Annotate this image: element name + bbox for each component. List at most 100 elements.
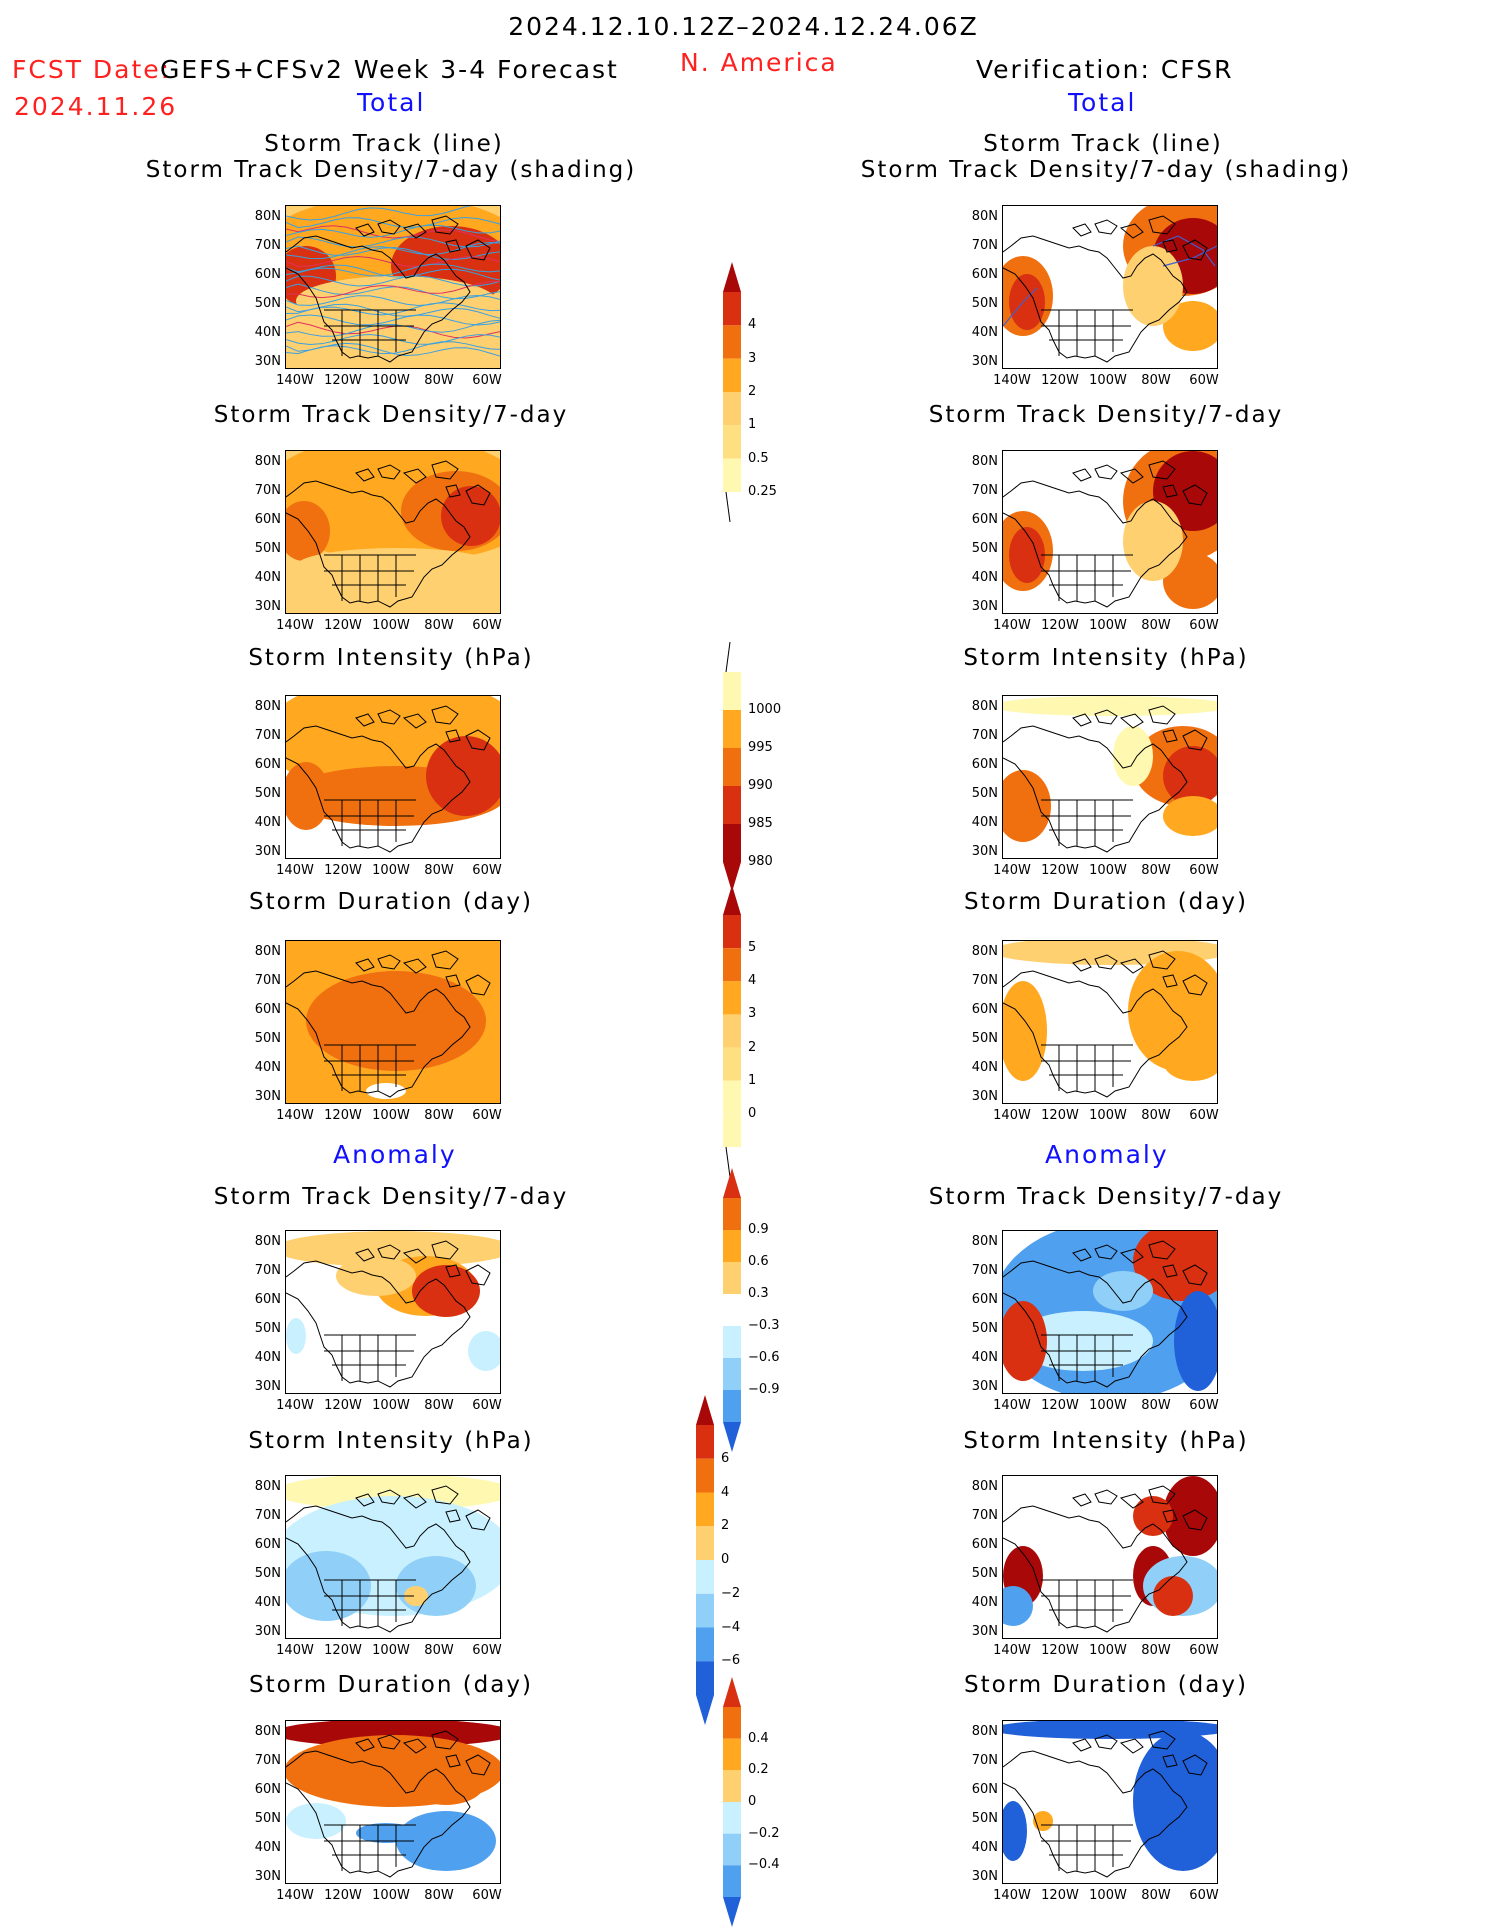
colorbar-segment (723, 425, 741, 459)
shading-region (468, 1331, 500, 1371)
lat-tick-label: 80N (971, 1234, 998, 1249)
island-outline (355, 958, 375, 972)
colorbar-segment (723, 824, 741, 862)
island-outline (1094, 1244, 1118, 1260)
colorbar-segment (723, 748, 741, 786)
lat-tick-label: 30N (254, 1379, 281, 1394)
state-borders (1041, 1044, 1133, 1091)
shading-region (1123, 501, 1183, 581)
lon-tick-label: 100W (1089, 373, 1127, 388)
lat-tick-label: 60N (254, 1537, 281, 1552)
lat-tick-label: 40N (254, 570, 281, 585)
lon-tick-label: 120W (1041, 1108, 1079, 1123)
colorbar-arrow-top (723, 1168, 741, 1198)
lon-tick-label: 80W (1141, 618, 1171, 633)
lat-tick-label: 80N (254, 454, 281, 469)
island-outline (1148, 950, 1176, 970)
lat-tick-label: 80N (254, 699, 281, 714)
island-outline (1162, 239, 1178, 253)
island-outline (465, 1509, 491, 1531)
island-outline (355, 713, 375, 727)
shading-region (406, 1757, 486, 1805)
island-outline (1119, 958, 1144, 974)
lat-tick-label: 70N (254, 728, 281, 743)
lat-tick-label: 30N (254, 1869, 281, 1884)
title-track-line-left: Storm Track (line) (264, 131, 504, 157)
map-canvas (286, 941, 500, 1103)
map-canvas (1003, 1721, 1217, 1883)
lat-tick-label: 80N (971, 209, 998, 224)
coastline (1003, 235, 1188, 363)
island-outline (1072, 1493, 1092, 1507)
island-outline (1148, 215, 1176, 235)
lon-tick-label: 60W (472, 1108, 502, 1123)
island-outline (377, 1244, 401, 1260)
island-outline (1148, 1730, 1176, 1750)
colorbar-segment (723, 1738, 741, 1771)
island-outline (1094, 1734, 1118, 1750)
lon-tick-label: 140W (993, 863, 1031, 878)
colorbar-arrow-top (723, 885, 741, 915)
title-intensity-anom-left: Storm Intensity (hPa) (248, 1428, 534, 1454)
lat-tick-label: 70N (254, 973, 281, 988)
lat-tick-label: 30N (254, 844, 281, 859)
island-outline (377, 1734, 401, 1750)
colorbar-canvas (723, 641, 741, 892)
lon-tick-label: 120W (324, 1643, 362, 1658)
island-outline (1119, 1493, 1144, 1509)
map-frame (285, 1475, 501, 1639)
lat-tick-label: 40N (971, 815, 998, 830)
title-intensity-right: Storm Intensity (hPa) (963, 645, 1249, 671)
lon-tick-label: 60W (1189, 1398, 1219, 1413)
title-duration-left: Storm Duration (day) (249, 889, 533, 915)
shading-region (396, 1556, 476, 1616)
lat-tick-label: 50N (971, 1811, 998, 1826)
state-borders (1041, 1334, 1133, 1381)
lon-tick-label: 100W (1089, 1398, 1127, 1413)
lat-tick-label: 80N (971, 1479, 998, 1494)
island-outline (1148, 1485, 1176, 1505)
shading-region (1009, 274, 1045, 330)
colorbar-label: 2 (721, 1518, 730, 1534)
lat-tick-label: 70N (254, 238, 281, 253)
island-outline (1072, 958, 1092, 972)
coastline (1003, 1260, 1188, 1388)
colorbar-segment (696, 1492, 714, 1527)
colorbar-segment (723, 1358, 741, 1390)
island-outline (1148, 1240, 1176, 1260)
storm-track-line (286, 216, 500, 228)
colorbar-segment (696, 1627, 714, 1662)
storm-track-line (286, 225, 500, 243)
lat-tick-label: 40N (971, 1060, 998, 1075)
island-outline (355, 468, 375, 482)
lat-tick-label: 50N (254, 1321, 281, 1336)
lat-tick-label: 70N (971, 973, 998, 988)
map-canvas (286, 1721, 500, 1883)
colorbar-duration-total: 5 4 3 2 1 0 (722, 885, 756, 1181)
shading-region (1003, 1301, 1047, 1381)
state-borders (324, 1824, 416, 1871)
colorbar-label: 5 (748, 940, 757, 956)
island-outline (1162, 1754, 1178, 1768)
colorbar-segment (723, 292, 741, 326)
lat-tick-label: 50N (971, 1031, 998, 1046)
colorbar-label: 985 (748, 816, 773, 831)
storm-track-line (286, 245, 500, 261)
lon-tick-label: 80W (424, 373, 454, 388)
map-frame (1002, 940, 1218, 1104)
shading-region (1003, 696, 1217, 716)
lat-tick-label: 30N (971, 599, 998, 614)
lon-tick-label: 140W (993, 1398, 1031, 1413)
colorbar-tail-top (725, 641, 731, 673)
map-canvas (286, 1476, 500, 1638)
title-density-right: Storm Track Density/7-day (928, 402, 1284, 428)
lat-tick-label: 70N (971, 483, 998, 498)
lon-tick-label: 60W (472, 1643, 502, 1658)
map-frame (1002, 695, 1218, 859)
lon-tick-label: 100W (372, 373, 410, 388)
lon-tick-label: 60W (1189, 1888, 1219, 1903)
colorbar-segment (723, 1833, 741, 1866)
lat-tick-label: 60N (254, 1782, 281, 1797)
lat-tick-label: 50N (971, 296, 998, 311)
colorbar-label: 4 (748, 973, 757, 989)
